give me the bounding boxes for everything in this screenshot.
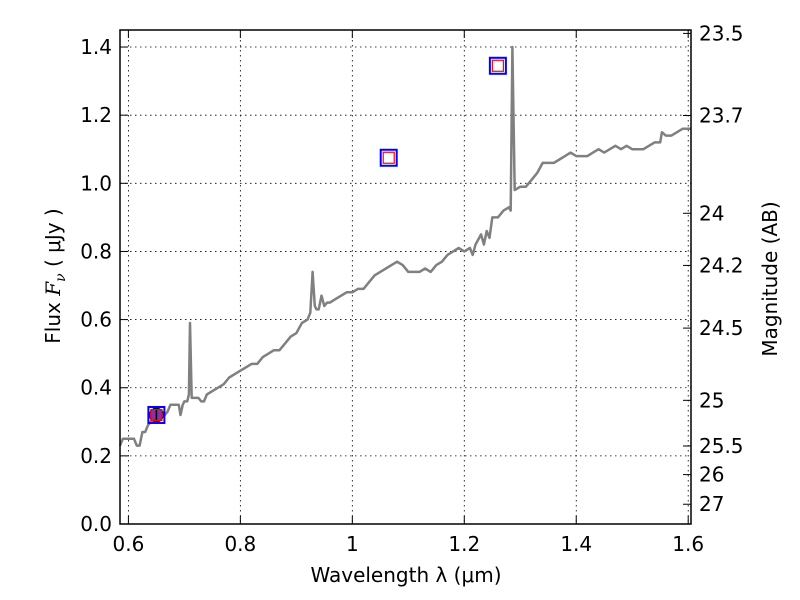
y2-tick-label: 26 (699, 463, 724, 487)
y-axis-label: Flux Fν ( μJy ) (41, 208, 69, 343)
marker-inner-square (150, 408, 163, 422)
y-tick-label: 1.0 (80, 171, 112, 195)
x-tick-label: 1.6 (672, 532, 704, 556)
marker-photometry-1.26 (488, 56, 507, 75)
x-tick-label: 1.2 (448, 532, 480, 556)
y2-tick-label: 24.2 (699, 253, 744, 277)
plot-frame (119, 29, 692, 525)
series-layer (118, 45, 691, 447)
marker-outer-square (379, 148, 398, 167)
x-tick-label: 1.4 (560, 532, 592, 556)
y2-tick-label: 25.5 (699, 434, 744, 458)
y2-tick-label: 27 (699, 492, 724, 516)
y2-tick-label: 24 (699, 201, 724, 225)
marker-photometry-0.65 (147, 405, 166, 424)
y2-tick-label: 24.5 (699, 316, 744, 340)
marker-photometry-1.065 (379, 148, 398, 167)
marker-outer-square (488, 56, 507, 75)
x-tick-label: 1 (346, 532, 359, 556)
y-tick-label: 0.6 (80, 308, 112, 332)
marker-inner-square (491, 59, 504, 72)
y-tick-label: 1.2 (80, 103, 112, 127)
y-tick-label: 0.2 (80, 444, 112, 468)
y-tick-label: 1.4 (80, 35, 112, 59)
marker-outer-square (147, 405, 166, 424)
y2-axis-label: Magnitude (AB) (758, 201, 782, 356)
y-tick-label: 0.0 (80, 512, 112, 536)
y2-tick-label: 23.5 (699, 21, 744, 45)
y-tick-label: 0.4 (80, 376, 112, 400)
y-tick-label: 0.8 (80, 239, 112, 263)
y2-tick-label: 23.7 (699, 104, 744, 128)
x-tick-label: 0.6 (112, 532, 144, 556)
series-line-spectrum (118, 45, 691, 447)
marker-inner-square (382, 151, 395, 164)
markers-layer (147, 56, 507, 424)
x-axis-label: Wavelength λ (μm) (310, 563, 501, 587)
y2-tick-label: 25 (699, 388, 724, 412)
x-tick-label: 0.8 (224, 532, 256, 556)
ticks-layer: 0.6 0.8 1 1.2 1.4 1.6 0.0 0.2 0.4 0.6 0.8 1.0 1.2 1.4… (80, 21, 743, 556)
